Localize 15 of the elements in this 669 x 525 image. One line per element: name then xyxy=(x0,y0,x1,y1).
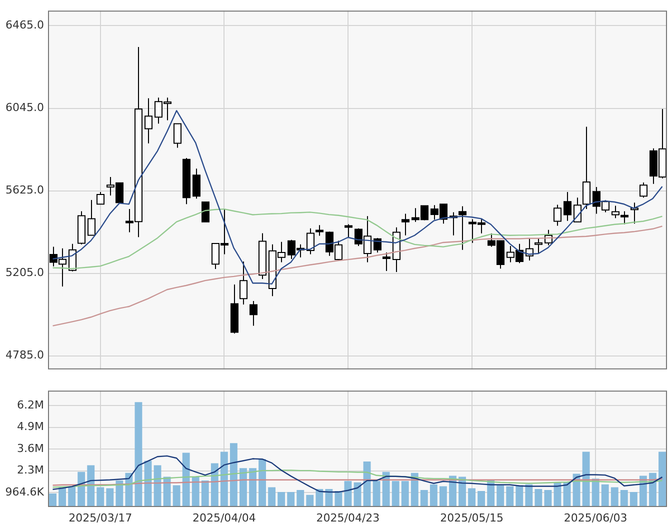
y-tick-label: 3.6M xyxy=(17,442,44,455)
y-tick-label: 964.6K xyxy=(5,485,45,498)
x-tick-label: 2025/05/15 xyxy=(440,511,504,524)
y-tick-label: 6045.0 xyxy=(6,101,44,114)
y-tick-label: 4785.0 xyxy=(6,348,44,362)
y-tick-label: 6465.0 xyxy=(6,18,44,32)
y-tick-label: 6.2M xyxy=(17,398,44,412)
x-tick-label: 2025/04/23 xyxy=(316,511,380,524)
y-tick-label: 5625.0 xyxy=(6,184,44,197)
y-tick-label: 4.9M xyxy=(17,420,44,434)
x-tick-label: 2025/06/03 xyxy=(564,511,628,524)
y-tick-label: 2.3M xyxy=(17,464,44,477)
x-tick-label: 2025/04/04 xyxy=(192,511,256,524)
x-tick-label: 2025/03/17 xyxy=(68,511,132,524)
y-tick-label: 5205.0 xyxy=(6,266,44,280)
